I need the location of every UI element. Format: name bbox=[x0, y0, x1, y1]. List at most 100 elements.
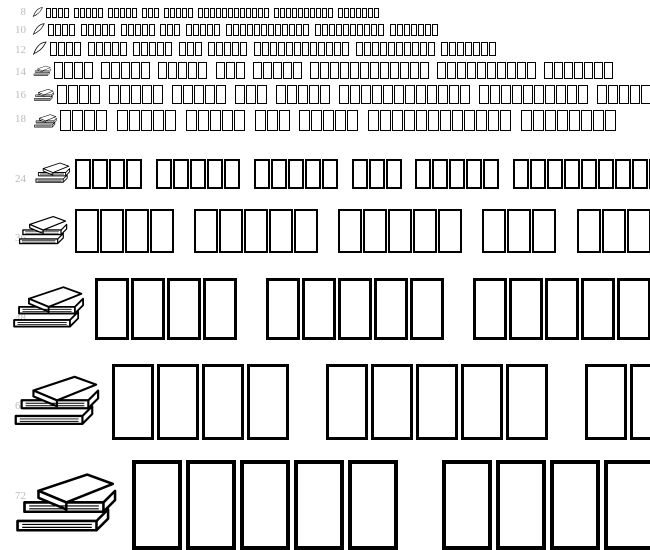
glyph-word bbox=[194, 209, 319, 253]
missing-glyph-box bbox=[594, 62, 603, 79]
missing-glyph-box bbox=[176, 8, 181, 18]
missing-glyph-box bbox=[340, 62, 349, 79]
missing-glyph-box bbox=[240, 24, 246, 36]
missing-glyph-box bbox=[311, 110, 322, 131]
missing-glyph-box bbox=[165, 42, 172, 56]
missing-glyph-box bbox=[109, 24, 115, 36]
glyph-word bbox=[156, 159, 241, 189]
missing-glyph-box bbox=[276, 85, 286, 104]
missing-glyph-box bbox=[286, 42, 293, 56]
missing-glyph-box bbox=[530, 159, 546, 189]
missing-glyph-box bbox=[149, 24, 155, 36]
missing-glyph-box bbox=[392, 110, 403, 131]
missing-glyph-box bbox=[348, 460, 398, 550]
glyph-word bbox=[315, 24, 385, 36]
missing-glyph-box bbox=[236, 62, 245, 79]
glyph-word bbox=[482, 209, 557, 253]
missing-glyph-box bbox=[210, 8, 215, 18]
missing-glyph-box bbox=[186, 24, 192, 36]
missing-glyph-box bbox=[84, 62, 93, 79]
missing-glyph-box bbox=[75, 209, 99, 253]
missing-glyph-box bbox=[420, 42, 427, 56]
glyph-run bbox=[57, 85, 650, 104]
missing-glyph-box bbox=[496, 460, 546, 550]
books-icon-wrap bbox=[14, 211, 70, 253]
missing-glyph-box bbox=[405, 85, 415, 104]
missing-glyph-box bbox=[88, 24, 94, 36]
missing-glyph-box bbox=[604, 460, 650, 550]
glyph-word bbox=[253, 62, 303, 79]
glyph-word bbox=[179, 42, 203, 56]
missing-glyph-box bbox=[142, 85, 152, 104]
glyph-word bbox=[117, 110, 177, 131]
missing-glyph-box bbox=[473, 42, 480, 56]
glyph-run bbox=[75, 209, 650, 253]
missing-glyph-box bbox=[330, 62, 339, 79]
missing-glyph-box bbox=[58, 8, 63, 18]
missing-glyph-box bbox=[617, 278, 650, 340]
books-icon bbox=[6, 463, 122, 550]
missing-glyph-box bbox=[240, 42, 247, 56]
missing-glyph-box bbox=[112, 42, 119, 56]
glyph-word bbox=[597, 85, 650, 104]
missing-glyph-box bbox=[374, 8, 379, 18]
missing-glyph-box bbox=[173, 159, 189, 189]
glyph-word bbox=[521, 110, 617, 131]
missing-glyph-box bbox=[294, 460, 344, 550]
glyph-word bbox=[108, 8, 138, 18]
glyph-word bbox=[48, 24, 76, 36]
missing-glyph-box bbox=[585, 364, 627, 440]
missing-glyph-box bbox=[240, 460, 290, 550]
preview-row bbox=[6, 345, 650, 440]
missing-glyph-box bbox=[352, 159, 368, 189]
preview-row bbox=[32, 37, 650, 56]
missing-glyph-box bbox=[108, 8, 113, 18]
missing-glyph-box bbox=[326, 42, 333, 56]
missing-glyph-box bbox=[74, 8, 79, 18]
missing-glyph-box bbox=[150, 209, 174, 253]
missing-glyph-box bbox=[574, 62, 583, 79]
glyph-word bbox=[57, 85, 101, 104]
missing-glyph-box bbox=[416, 364, 458, 440]
missing-glyph-box bbox=[141, 110, 152, 131]
size-label: 18 bbox=[0, 113, 26, 125]
missing-glyph-box bbox=[581, 278, 615, 340]
missing-glyph-box bbox=[275, 24, 281, 36]
missing-glyph-box bbox=[282, 24, 288, 36]
missing-glyph-box bbox=[126, 159, 142, 189]
size-label: 10 bbox=[0, 24, 26, 36]
missing-glyph-box bbox=[338, 209, 362, 253]
glyph-word bbox=[186, 110, 246, 131]
missing-glyph-box bbox=[329, 24, 335, 36]
missing-glyph-box bbox=[481, 42, 488, 56]
missing-glyph-box bbox=[350, 24, 356, 36]
missing-glyph-box bbox=[347, 110, 358, 131]
missing-glyph-box bbox=[545, 110, 556, 131]
glyph-word bbox=[101, 62, 151, 79]
glyph-word bbox=[75, 159, 143, 189]
missing-glyph-box bbox=[400, 62, 409, 79]
missing-glyph-box bbox=[165, 110, 176, 131]
missing-glyph-box bbox=[577, 209, 601, 253]
missing-glyph-box bbox=[335, 110, 346, 131]
missing-glyph-box bbox=[630, 364, 650, 440]
missing-glyph-box bbox=[226, 24, 232, 36]
missing-glyph-box bbox=[390, 62, 399, 79]
glyph-word bbox=[164, 8, 194, 18]
missing-glyph-box bbox=[404, 110, 415, 131]
missing-glyph-box bbox=[48, 24, 54, 36]
missing-glyph-box bbox=[174, 24, 180, 36]
missing-glyph-box bbox=[294, 42, 301, 56]
missing-glyph-box bbox=[84, 110, 95, 131]
missing-glyph-box bbox=[158, 62, 167, 79]
missing-glyph-box bbox=[186, 110, 197, 131]
quill-icon bbox=[32, 22, 46, 36]
preview-row bbox=[32, 145, 650, 189]
missing-glyph-box bbox=[109, 159, 125, 189]
missing-glyph-box bbox=[64, 8, 69, 18]
missing-glyph-box bbox=[157, 42, 164, 56]
missing-glyph-box bbox=[98, 8, 103, 18]
missing-glyph-box bbox=[328, 8, 333, 18]
missing-glyph-box bbox=[396, 42, 403, 56]
missing-glyph-box bbox=[190, 159, 206, 189]
